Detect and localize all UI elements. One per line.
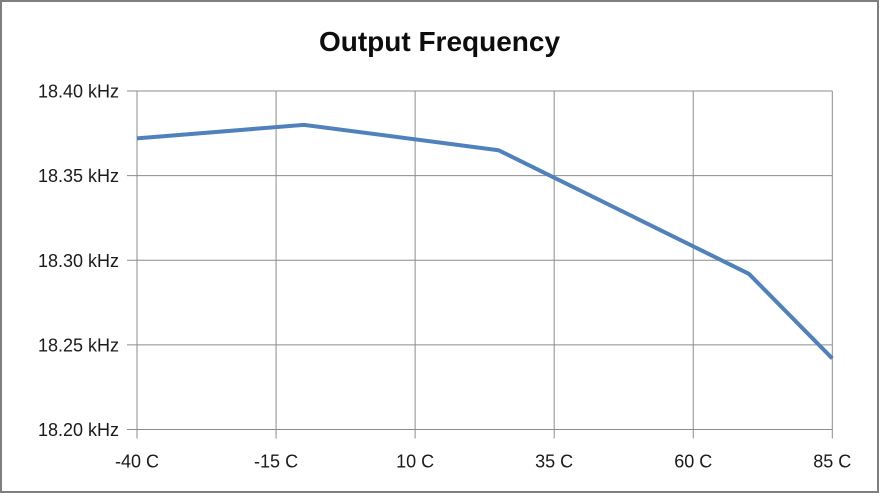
x-tick-label: 85 C (813, 452, 851, 472)
x-tick-label: 60 C (674, 452, 712, 472)
y-tick-label: 18.35 kHz (38, 166, 119, 186)
x-tick-label: 10 C (396, 452, 434, 472)
x-tick-label: -40 C (115, 452, 159, 472)
y-tick-label: 18.20 kHz (38, 420, 119, 440)
y-tick-label: 18.25 kHz (38, 335, 119, 355)
x-tick-label: -15 C (254, 452, 298, 472)
y-axis-labels: 18.40 kHz 18.35 kHz 18.30 kHz 18.25 kHz 18.2… (38, 82, 119, 441)
y-tick-label: 18.30 kHz (38, 251, 119, 271)
y-tick-label: 18.40 kHz (38, 82, 119, 102)
x-tick-label: 35 C (535, 452, 573, 472)
gridlines (127, 90, 833, 439)
data-series-line (136, 122, 834, 360)
x-axis-labels: -40 C -15 C 10 C 35 C 60 C 85 C (115, 452, 851, 472)
series-lines (136, 122, 834, 360)
chart-title: Output Frequency (318, 26, 561, 57)
